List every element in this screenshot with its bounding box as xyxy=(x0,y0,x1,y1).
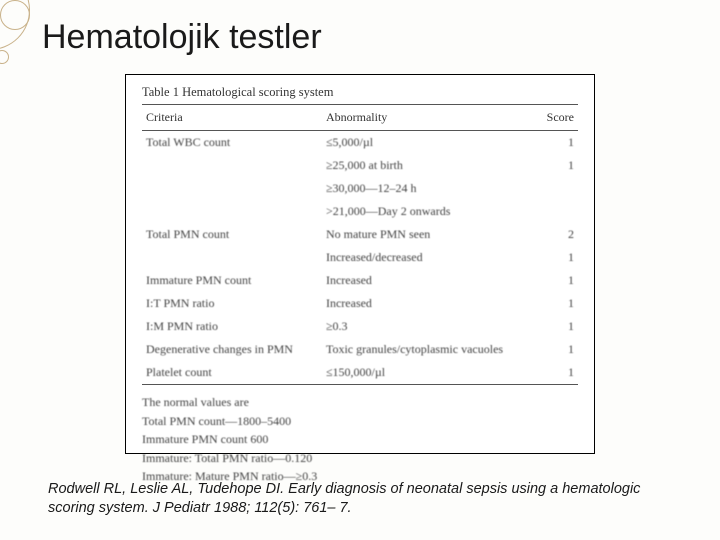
cell-criteria xyxy=(142,246,322,269)
cell-criteria: Total PMN count xyxy=(142,223,322,246)
cell-score: 1 xyxy=(537,246,578,269)
table-row: ≥30,000—12–24 h xyxy=(142,177,578,200)
cell-score: 1 xyxy=(537,131,578,155)
table-row: I:T PMN ratioIncreased1 xyxy=(142,292,578,315)
cell-abnormality: ≤150,000/µl xyxy=(322,361,537,385)
decor-circle xyxy=(0,0,30,30)
cell-score xyxy=(537,177,578,200)
cell-abnormality: Increased/decreased xyxy=(322,246,537,269)
cell-score: 1 xyxy=(537,315,578,338)
citation-text: Rodwell RL, Leslie AL, Tudehope DI. Earl… xyxy=(48,480,680,518)
col-header-score: Score xyxy=(537,105,578,131)
cell-criteria: Platelet count xyxy=(142,361,322,385)
cell-abnormality: ≥25,000 at birth xyxy=(322,154,537,177)
normal-values-heading: The normal values are xyxy=(142,393,578,412)
cell-abnormality: ≥30,000—12–24 h xyxy=(322,177,537,200)
cell-abnormality: Increased xyxy=(322,292,537,315)
cell-score: 1 xyxy=(537,154,578,177)
table-row: ≥25,000 at birth1 xyxy=(142,154,578,177)
cell-abnormality: >21,000—Day 2 onwards xyxy=(322,200,537,223)
normal-value-line: Immature PMN count 600 xyxy=(142,430,578,449)
table-row: Total WBC count≤5,000/µl1 xyxy=(142,131,578,155)
cell-score: 1 xyxy=(537,269,578,292)
col-header-criteria: Criteria xyxy=(142,105,322,131)
cell-abnormality: Toxic granules/cytoplasmic vacuoles xyxy=(322,338,537,361)
cell-score: 1 xyxy=(537,361,578,385)
scoring-table-container: Table 1 Hematological scoring system Cri… xyxy=(125,74,595,454)
scoring-table: Criteria Abnormality Score Total WBC cou… xyxy=(142,104,578,385)
table-caption: Table 1 Hematological scoring system xyxy=(142,85,578,100)
cell-abnormality: ≤5,000/µl xyxy=(322,131,537,155)
normal-value-line: Immature: Total PMN ratio—0.120 xyxy=(142,449,578,468)
cell-score: 1 xyxy=(537,338,578,361)
table-header-row: Criteria Abnormality Score xyxy=(142,105,578,131)
table-row: Increased/decreased1 xyxy=(142,246,578,269)
cell-criteria xyxy=(142,154,322,177)
cell-criteria: Total WBC count xyxy=(142,131,322,155)
cell-criteria: I:T PMN ratio xyxy=(142,292,322,315)
col-header-abnormality: Abnormality xyxy=(322,105,537,131)
cell-criteria xyxy=(142,177,322,200)
table-row: Platelet count≤150,000/µl1 xyxy=(142,361,578,385)
normal-values-block: The normal values are Total PMN count—18… xyxy=(142,393,578,486)
cell-criteria: Immature PMN count xyxy=(142,269,322,292)
decor-circle xyxy=(0,50,9,64)
cell-score: 1 xyxy=(537,292,578,315)
table-row: Degenerative changes in PMNToxic granule… xyxy=(142,338,578,361)
cell-criteria: I:M PMN ratio xyxy=(142,315,322,338)
cell-score xyxy=(537,200,578,223)
table-row: Total PMN countNo mature PMN seen2 xyxy=(142,223,578,246)
cell-score: 2 xyxy=(537,223,578,246)
page-title: Hematolojik testler xyxy=(42,18,322,57)
table-row: I:M PMN ratio≥0.31 xyxy=(142,315,578,338)
cell-abnormality: No mature PMN seen xyxy=(322,223,537,246)
normal-value-line: Total PMN count—1800–5400 xyxy=(142,412,578,431)
cell-abnormality: Increased xyxy=(322,269,537,292)
cell-abnormality: ≥0.3 xyxy=(322,315,537,338)
table-row: >21,000—Day 2 onwards xyxy=(142,200,578,223)
table-row: Immature PMN countIncreased1 xyxy=(142,269,578,292)
cell-criteria xyxy=(142,200,322,223)
cell-criteria: Degenerative changes in PMN xyxy=(142,338,322,361)
